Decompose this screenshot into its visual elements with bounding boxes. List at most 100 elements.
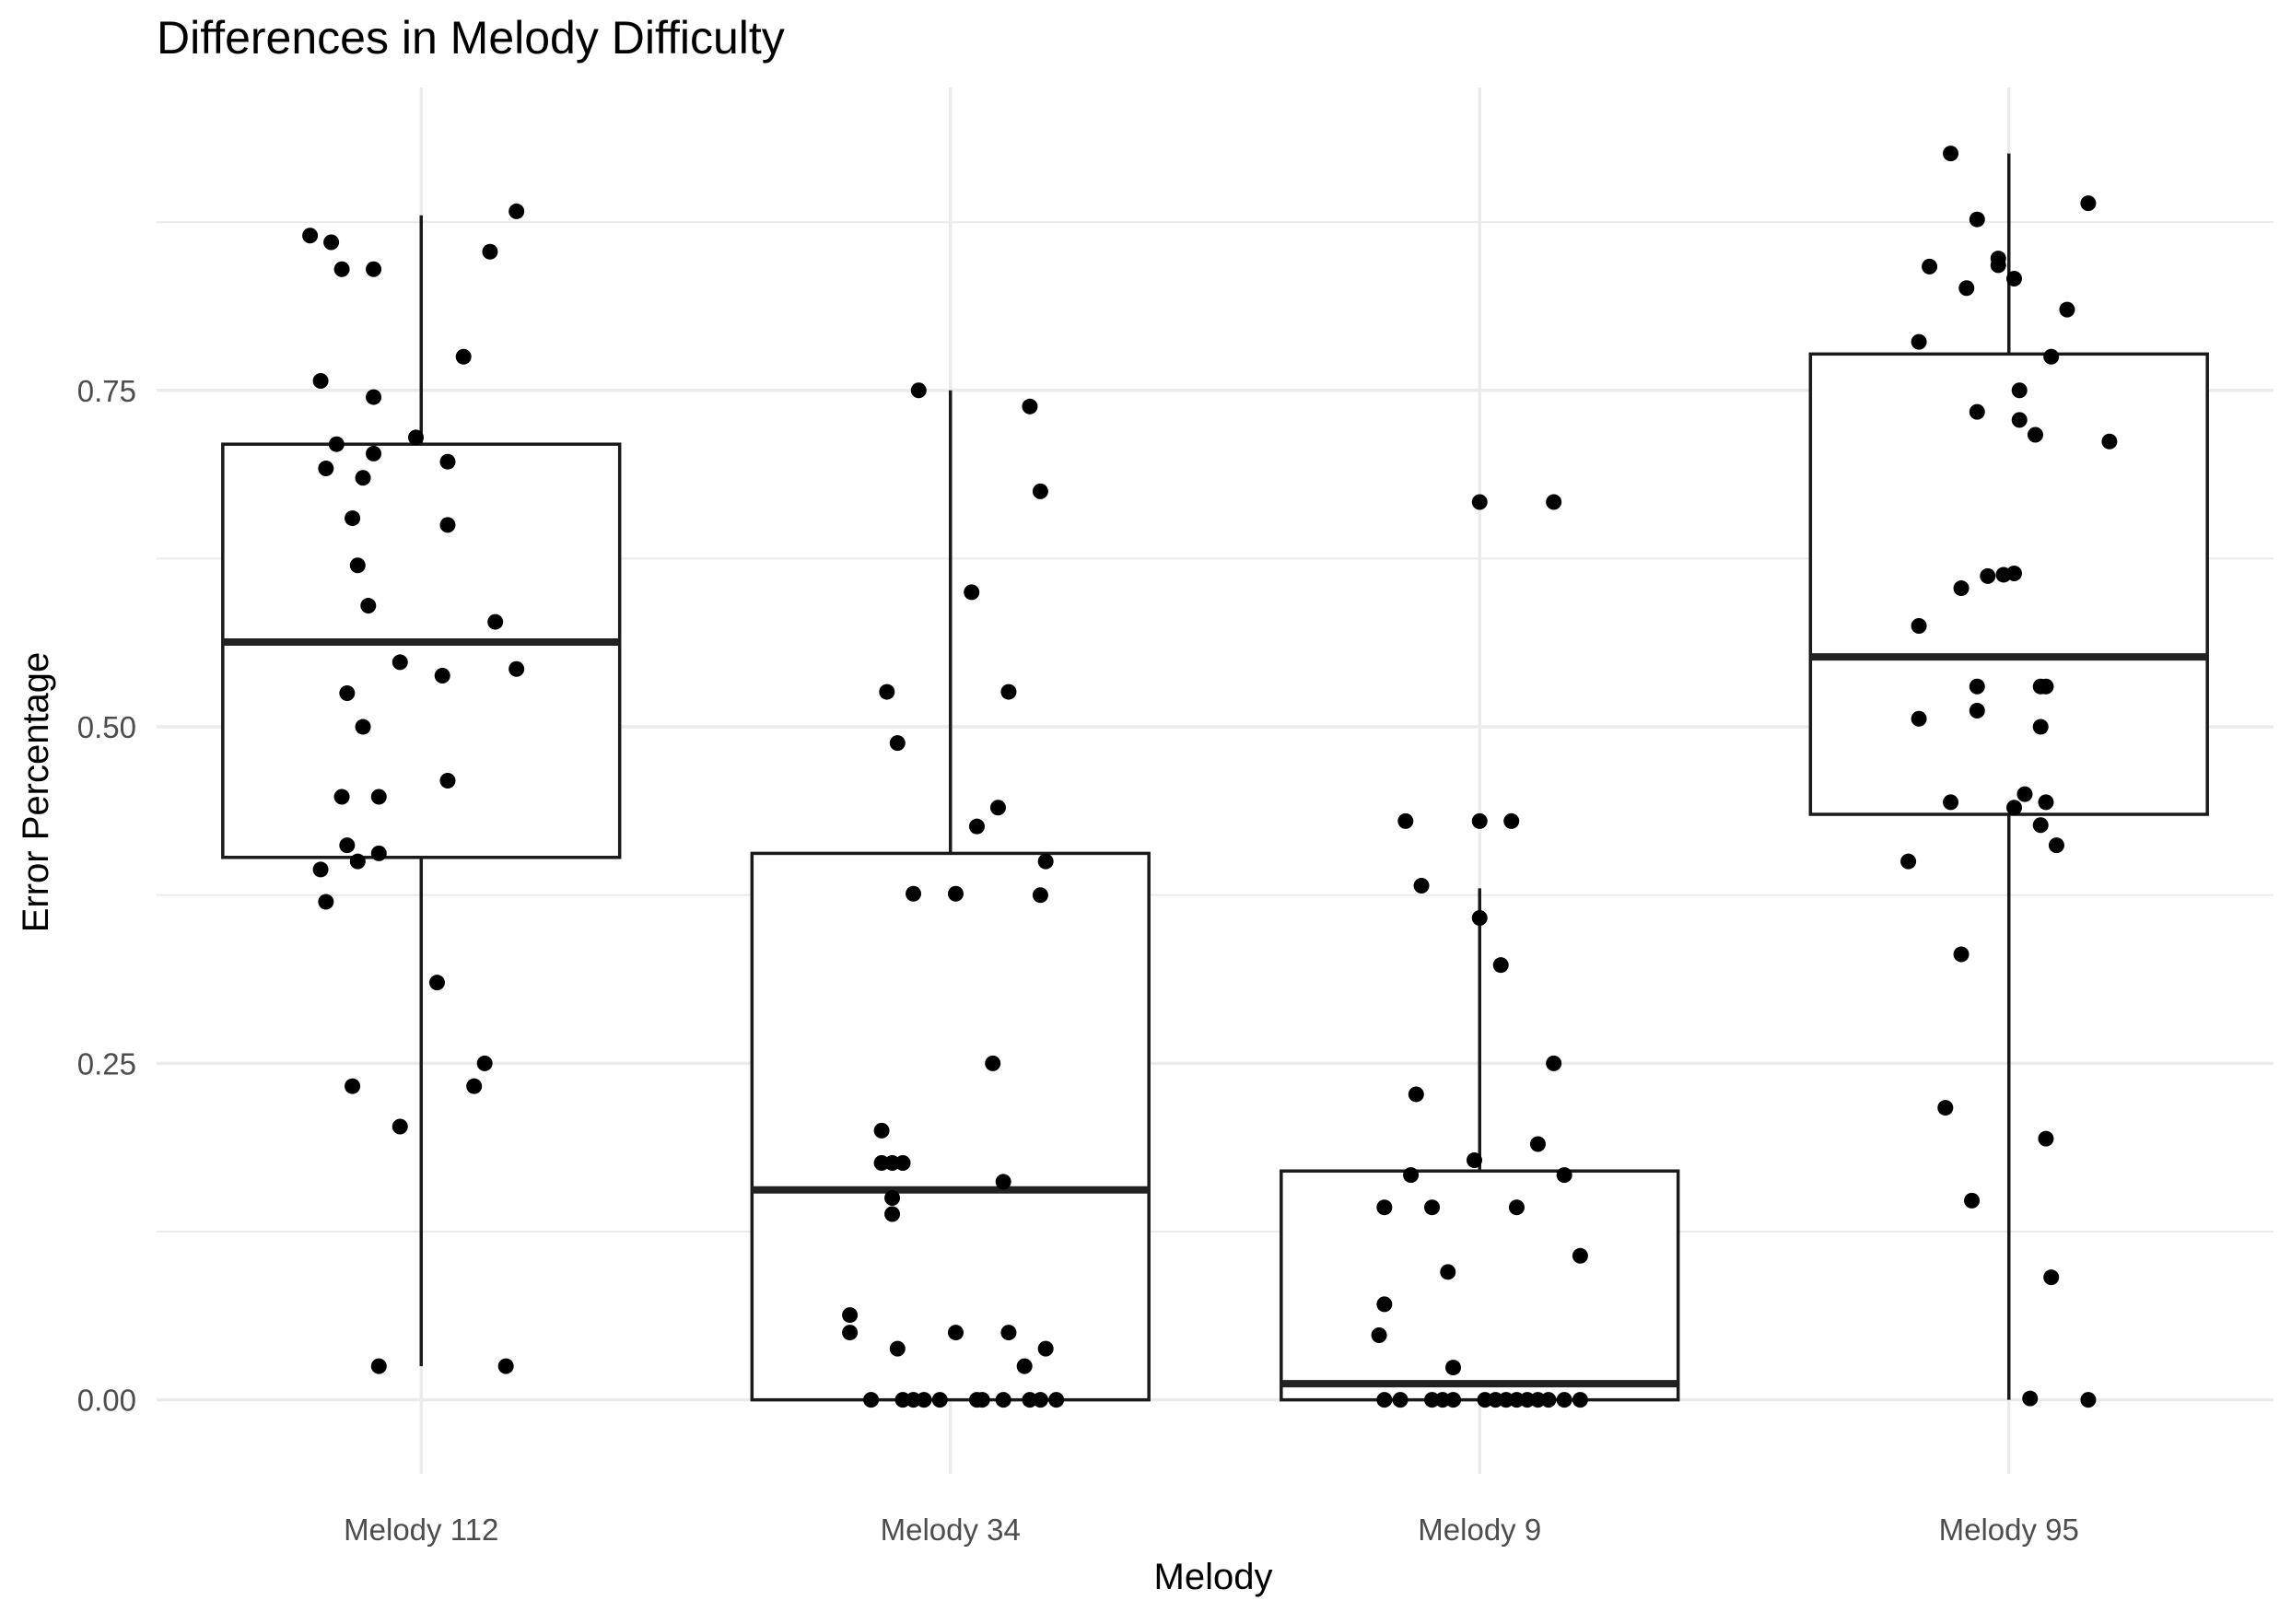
data-point xyxy=(873,1122,890,1139)
data-point xyxy=(931,1392,948,1408)
data-point xyxy=(355,470,371,486)
data-point xyxy=(1953,946,1970,963)
data-point xyxy=(1371,1327,1387,1343)
y-tick-label: 0.50 xyxy=(77,710,136,744)
data-point xyxy=(1529,1136,1546,1152)
data-point xyxy=(2101,433,2118,450)
data-point xyxy=(1376,1392,1393,1408)
y-tick-label: 0.00 xyxy=(77,1384,136,1418)
data-point xyxy=(1000,683,1017,700)
data-point xyxy=(2038,794,2054,811)
data-point xyxy=(339,837,356,854)
data-point xyxy=(947,885,964,902)
data-point xyxy=(482,243,498,260)
data-point xyxy=(1969,211,1985,228)
data-point xyxy=(1508,1199,1525,1216)
data-point xyxy=(884,1189,901,1206)
data-points xyxy=(302,146,2118,1408)
data-point xyxy=(1546,1055,1562,1071)
iqr-box xyxy=(221,442,622,859)
data-point xyxy=(889,735,906,752)
data-point xyxy=(366,389,382,405)
data-point xyxy=(1413,877,1430,894)
data-point xyxy=(312,861,329,878)
data-point xyxy=(333,261,350,277)
data-point xyxy=(947,1325,964,1341)
data-point xyxy=(345,1078,361,1094)
data-point xyxy=(889,1340,906,1357)
chart-title: Differences in Melody Difficulty xyxy=(157,12,785,64)
data-point xyxy=(2059,301,2075,318)
data-point xyxy=(1969,403,1985,420)
data-point xyxy=(355,719,371,735)
data-point xyxy=(302,228,319,244)
data-point xyxy=(2016,786,2033,802)
data-point xyxy=(1032,887,1048,904)
data-point xyxy=(884,1206,901,1222)
data-point xyxy=(1964,1192,1981,1209)
data-point xyxy=(842,1325,859,1341)
data-point xyxy=(2005,800,2022,816)
data-point xyxy=(1037,853,1054,870)
data-point xyxy=(392,1118,408,1135)
data-point xyxy=(995,1174,1011,1190)
data-point xyxy=(487,613,504,630)
data-point xyxy=(1943,146,1959,162)
data-point xyxy=(370,789,387,805)
data-point xyxy=(323,234,340,251)
data-point xyxy=(1408,1086,1424,1103)
data-point xyxy=(1471,910,1488,927)
data-point xyxy=(1000,1325,1017,1341)
data-point xyxy=(1937,1100,1954,1116)
data-point xyxy=(508,203,525,219)
data-point xyxy=(497,1358,514,1374)
x-tick-label: Melody 9 xyxy=(1418,1513,1541,1547)
data-point xyxy=(1032,483,1048,499)
data-point xyxy=(508,660,525,677)
data-point xyxy=(894,1154,911,1171)
data-point xyxy=(995,1392,1011,1408)
boxes xyxy=(221,153,2209,1402)
data-point xyxy=(1440,1264,1456,1280)
data-point xyxy=(1424,1199,1441,1216)
data-point xyxy=(1556,1167,1572,1184)
data-point xyxy=(1471,812,1488,829)
data-point xyxy=(318,894,334,910)
data-point xyxy=(1445,1360,1462,1376)
data-point xyxy=(1556,1392,1572,1408)
data-point xyxy=(2038,1130,2054,1147)
data-point xyxy=(1980,567,1996,584)
data-point xyxy=(439,773,456,789)
box-melody-9 xyxy=(1280,888,1680,1402)
box-melody-34 xyxy=(750,390,1151,1402)
data-point xyxy=(863,1392,880,1408)
data-point xyxy=(1392,1392,1408,1408)
data-point xyxy=(2032,817,2049,834)
data-point xyxy=(2080,195,2097,212)
data-point xyxy=(989,800,1006,816)
data-point xyxy=(1022,398,1038,415)
data-point xyxy=(333,789,350,805)
iqr-box xyxy=(1280,1169,1680,1402)
iqr-box xyxy=(1808,352,2209,816)
data-point xyxy=(428,975,445,991)
data-point xyxy=(366,261,382,277)
data-point xyxy=(434,668,450,684)
box-melody-112 xyxy=(221,215,622,1367)
data-point xyxy=(1969,678,1985,695)
data-point xyxy=(1032,1392,1048,1408)
data-point xyxy=(1572,1392,1588,1408)
data-point xyxy=(370,845,387,861)
data-point xyxy=(1492,957,1509,974)
data-point xyxy=(974,1392,990,1408)
y-tick-label: 0.25 xyxy=(77,1046,136,1081)
data-point xyxy=(1911,333,1927,350)
data-point xyxy=(1397,812,1414,829)
data-point xyxy=(1953,580,1970,597)
data-point xyxy=(1990,257,2006,274)
x-tick-label: Melody 112 xyxy=(344,1513,498,1547)
data-point xyxy=(1503,812,1520,829)
data-point xyxy=(1445,1392,1462,1408)
